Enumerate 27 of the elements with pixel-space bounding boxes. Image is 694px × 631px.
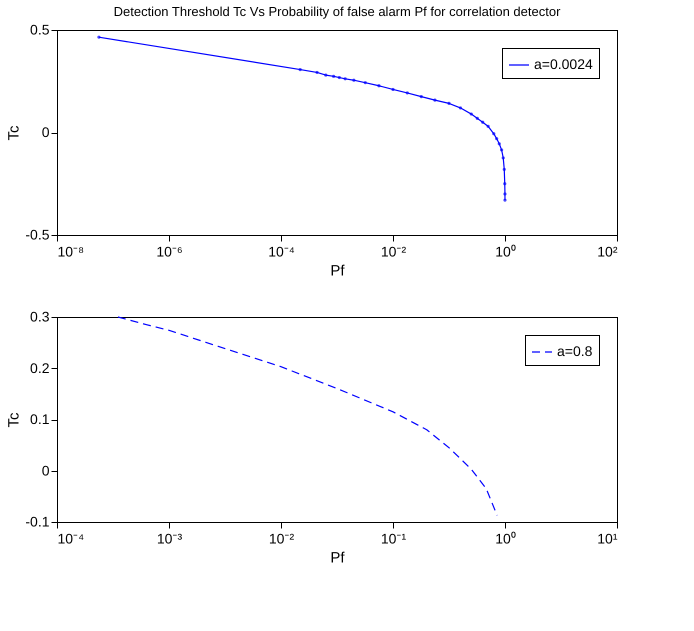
x-axis-title: Pf xyxy=(330,550,346,566)
x-tick-label: 10⁰ xyxy=(495,244,516,260)
x-tick-label: 10⁻⁸ xyxy=(58,244,84,260)
y-tick-label: 0 xyxy=(42,124,50,140)
y-axis-title: Tc xyxy=(5,125,22,140)
x-axis-title: Pf xyxy=(330,262,346,280)
x-tick-label: 10² xyxy=(597,244,618,260)
x-tick-label: 10⁻¹ xyxy=(380,530,406,546)
y-axis-title: Tc xyxy=(5,412,22,428)
x-tick-label: 10⁻³ xyxy=(156,530,182,546)
x-tick-label: 10⁻⁶ xyxy=(156,244,183,260)
x-tick-label: 10⁻² xyxy=(380,244,406,260)
legend-label: a=0.0024 xyxy=(534,56,593,72)
x-tick-label: 10⁰ xyxy=(495,530,516,546)
chart-title: Detection Threshold Tc Vs Probability of false alarm Pf for correlation detector xyxy=(114,4,562,19)
y-tick-label: -0.1 xyxy=(25,514,50,530)
y-tick-label: 0 xyxy=(42,462,50,478)
x-tick-label: 10⁻⁴ xyxy=(58,530,84,546)
y-tick-label: 0.1 xyxy=(30,411,50,427)
legend-label: a=0.8 xyxy=(557,343,593,359)
y-tick-label: -0.5 xyxy=(25,226,50,242)
x-tick-label: 10¹ xyxy=(597,530,618,546)
y-tick-label: 0.5 xyxy=(30,22,50,38)
y-tick-label: 0.2 xyxy=(30,360,50,376)
x-tick-label: 10⁻² xyxy=(268,530,294,546)
x-tick-label: 10⁻⁴ xyxy=(268,244,295,260)
y-tick-label: 0.3 xyxy=(30,308,50,324)
